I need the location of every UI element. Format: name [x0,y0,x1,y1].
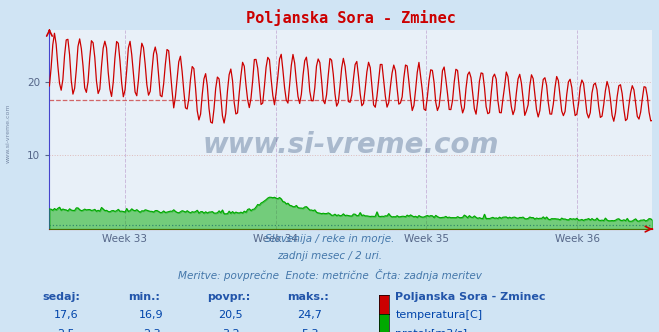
Text: 24,7: 24,7 [297,310,322,320]
Text: maks.:: maks.: [287,292,328,302]
Text: Meritve: povprečne  Enote: metrične  Črta: zadnja meritev: Meritve: povprečne Enote: metrične Črta:… [177,269,482,281]
Text: www.si-vreme.com: www.si-vreme.com [203,131,499,159]
Text: sedaj:: sedaj: [43,292,80,302]
Text: temperatura[C]: temperatura[C] [395,310,482,320]
Text: 16,9: 16,9 [139,310,164,320]
Text: 5,3: 5,3 [301,329,318,332]
Text: 3,2: 3,2 [222,329,239,332]
Title: Poljanska Sora - Zminec: Poljanska Sora - Zminec [246,9,456,26]
Text: Slovenija / reke in morje.: Slovenija / reke in morje. [265,234,394,244]
Text: 17,6: 17,6 [53,310,78,320]
Text: pretok[m3/s]: pretok[m3/s] [395,329,467,332]
Text: Poljanska Sora - Zminec: Poljanska Sora - Zminec [395,292,546,302]
Text: 2,5: 2,5 [57,329,74,332]
Text: 20,5: 20,5 [218,310,243,320]
Text: min.:: min.: [129,292,160,302]
Text: zadnji mesec / 2 uri.: zadnji mesec / 2 uri. [277,251,382,261]
Text: 2,3: 2,3 [143,329,160,332]
Text: www.si-vreme.com: www.si-vreme.com [5,103,11,163]
Text: povpr.:: povpr.: [208,292,251,302]
